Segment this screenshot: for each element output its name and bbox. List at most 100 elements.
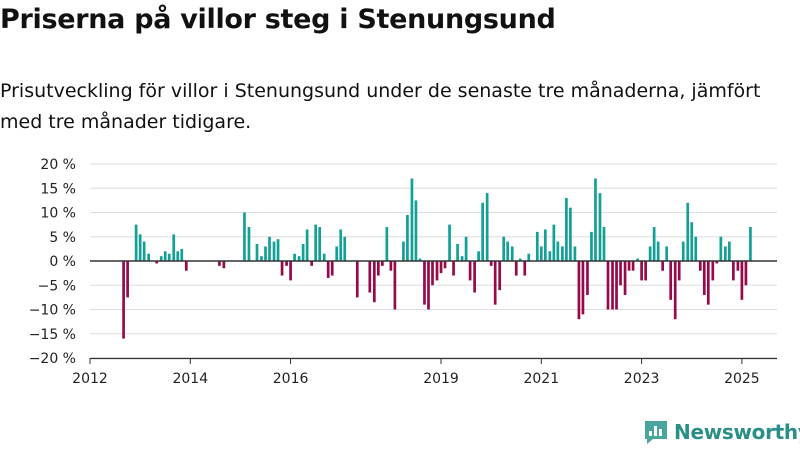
bar-positive <box>142 241 146 261</box>
y-tick-label: −15 % <box>29 327 76 343</box>
bar-positive <box>598 193 602 261</box>
bar-negative <box>677 261 681 281</box>
bar-negative <box>732 261 735 281</box>
y-tick-label: 0 % <box>49 254 76 270</box>
bar-positive <box>636 258 639 261</box>
bar-positive <box>293 253 296 261</box>
bar-positive <box>255 244 259 261</box>
bar-positive <box>535 231 539 261</box>
bar-positive <box>656 241 660 261</box>
bar-positive <box>481 202 484 261</box>
bar-negative <box>443 261 447 269</box>
bar-positive <box>180 248 184 262</box>
bar-positive <box>138 234 142 261</box>
bar-negative <box>673 261 677 320</box>
x-tick-label: 2012 <box>72 371 108 387</box>
bar-negative <box>393 261 397 310</box>
bar-positive <box>594 178 597 261</box>
bar-negative <box>498 261 502 291</box>
bar-positive <box>539 246 543 261</box>
bar-negative <box>493 261 497 305</box>
bar-positive <box>552 224 556 262</box>
bar-negative <box>372 261 376 303</box>
bar-positive <box>518 258 522 261</box>
axes <box>90 260 777 360</box>
bar-negative <box>439 261 443 274</box>
bar-negative <box>640 261 643 281</box>
bar-negative <box>706 261 710 305</box>
bar-positive <box>724 246 727 261</box>
bar-positive <box>134 224 138 262</box>
bar-positive <box>590 231 593 261</box>
y-tick-label: −5 % <box>38 278 76 294</box>
bar-negative <box>222 261 226 269</box>
bar-positive <box>339 229 343 261</box>
bar-negative <box>619 261 622 286</box>
bar-negative <box>285 261 288 266</box>
y-axis-ticks: 20 % 15 % 10 % 5 % 0 % −5 % −10 % −15 % −20 % <box>29 157 76 367</box>
bar-positive <box>414 200 418 262</box>
bars <box>122 178 752 339</box>
bar-negative <box>715 261 719 264</box>
y-tick-label: 5 % <box>49 230 76 246</box>
bar-positive <box>543 229 547 261</box>
bar-positive <box>485 193 489 261</box>
bar-positive <box>264 246 267 261</box>
bar-negative <box>381 261 384 266</box>
newsworthy-logo-icon <box>645 421 667 444</box>
bar-positive <box>448 224 451 262</box>
bar-positive <box>272 241 276 261</box>
bar-positive <box>247 227 251 261</box>
x-tick-label: 2019 <box>423 371 459 387</box>
bar-negative <box>355 261 359 298</box>
bar-negative <box>468 261 472 281</box>
bar-positive <box>410 178 414 261</box>
bar-positive <box>548 251 552 261</box>
bar-positive <box>314 224 318 262</box>
newsworthy-logo: Newsworthy <box>643 419 800 445</box>
bar-negative <box>577 261 581 320</box>
x-tick-label: 2016 <box>273 371 309 387</box>
x-tick-label: 2014 <box>172 371 208 387</box>
bar-positive <box>602 227 606 261</box>
bar-positive <box>652 227 656 261</box>
bar-negative <box>435 261 439 281</box>
x-axis-ticks: 2012 2014 2016 2019 2021 2023 2025 <box>72 358 760 387</box>
bar-positive <box>728 241 731 261</box>
bar-positive <box>172 234 176 261</box>
bar-negative <box>423 261 426 305</box>
bar-negative <box>218 261 221 266</box>
bar-negative <box>473 261 476 293</box>
bar-positive <box>690 222 694 261</box>
bar-negative <box>452 261 455 276</box>
bar-positive <box>719 236 723 261</box>
bar-positive <box>147 253 151 261</box>
bar-positive <box>694 236 698 261</box>
bar-negative <box>581 261 585 315</box>
bar-negative <box>698 261 702 271</box>
bar-positive <box>477 251 480 261</box>
bar-positive <box>573 246 577 261</box>
bar-negative <box>431 261 434 286</box>
x-tick-label: 2025 <box>724 371 760 387</box>
bar-positive <box>297 256 301 261</box>
bar-positive <box>510 246 514 261</box>
bar-negative <box>744 261 748 286</box>
bar-negative <box>155 261 159 264</box>
bar-negative <box>644 261 647 281</box>
x-tick-label: 2021 <box>523 371 559 387</box>
bar-negative <box>740 261 744 300</box>
bar-positive <box>749 227 752 261</box>
bar-negative <box>126 261 129 298</box>
bar-negative <box>523 261 527 276</box>
x-tick-label: 2023 <box>624 371 660 387</box>
bar-positive <box>385 227 389 261</box>
bar-positive <box>464 236 468 261</box>
bar-positive <box>402 241 405 261</box>
y-tick-label: −10 % <box>29 303 76 319</box>
bar-negative <box>623 261 627 295</box>
bar-positive <box>686 202 690 261</box>
bar-negative <box>611 261 614 310</box>
bar-positive <box>648 246 652 261</box>
